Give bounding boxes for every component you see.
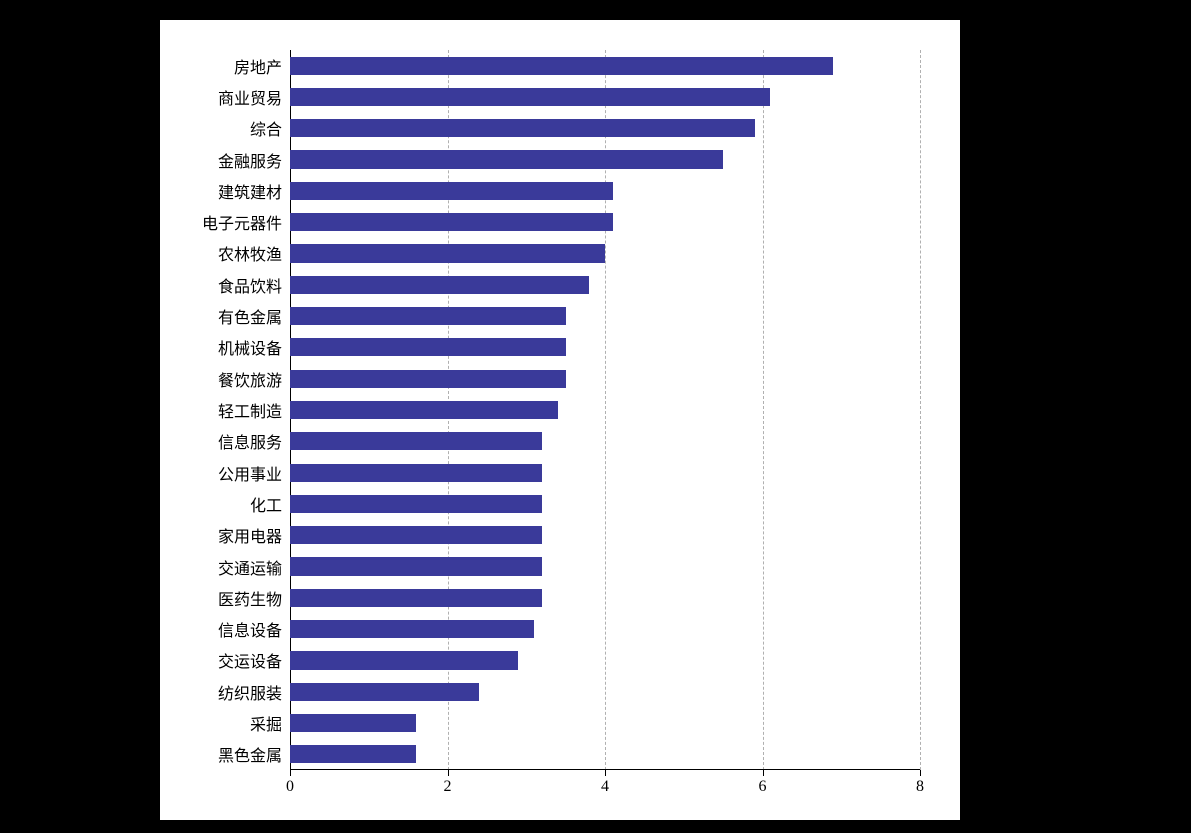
x-tick-label: 4 [601,778,609,796]
bar [290,432,542,450]
category-label: 纺织服装 [218,680,282,704]
category-label: 商业贸易 [218,85,282,109]
category-label: 食品饮料 [218,273,282,297]
bar [290,119,755,137]
bar [290,213,613,231]
category-label: 信息设备 [218,617,282,641]
category-label: 化工 [250,492,282,516]
bar [290,338,566,356]
chart-panel: 0 2 4 6 8 房地产商业贸易综合金融服务建筑建材电子元器件农林牧渔食品饮料有色金属机… [160,20,960,820]
bar [290,88,770,106]
bar [290,745,416,763]
x-tick-label: 2 [444,778,452,796]
category-label: 机械设备 [218,335,282,359]
category-label: 有色金属 [218,304,282,328]
x-tick-label: 0 [286,778,294,796]
category-label: 采掘 [250,711,282,735]
bar [290,464,542,482]
category-label: 黑色金属 [218,742,282,766]
category-label: 公用事业 [218,461,282,485]
bar [290,370,566,388]
bar [290,526,542,544]
bar [290,307,566,325]
category-label: 信息服务 [218,429,282,453]
bar [290,557,542,575]
x-tick-label: 6 [759,778,767,796]
bar [290,714,416,732]
plot-area [290,50,920,770]
category-label: 餐饮旅游 [218,367,282,391]
category-label: 房地产 [234,54,282,78]
bar [290,150,723,168]
category-label: 建筑建材 [218,179,282,203]
category-label: 交运设备 [218,648,282,672]
x-tick [763,770,764,776]
x-tick [605,770,606,776]
x-tick-label: 8 [916,778,924,796]
bar [290,401,558,419]
category-label: 综合 [250,116,282,140]
category-label: 轻工制造 [218,398,282,422]
bar [290,589,542,607]
bar [290,244,605,262]
x-tick [448,770,449,776]
category-label: 医药生物 [218,586,282,610]
bar [290,495,542,513]
x-tick [290,770,291,776]
bar [290,276,589,294]
category-label: 电子元器件 [202,210,282,234]
gridline [920,50,921,770]
category-label: 交通运输 [218,555,282,579]
bar [290,683,479,701]
category-label: 家用电器 [218,523,282,547]
bar [290,182,613,200]
category-label: 金融服务 [218,148,282,172]
x-tick [920,770,921,776]
bar [290,620,534,638]
bar [290,651,518,669]
category-label: 农林牧渔 [218,241,282,265]
gridline [763,50,764,770]
bar [290,57,833,75]
